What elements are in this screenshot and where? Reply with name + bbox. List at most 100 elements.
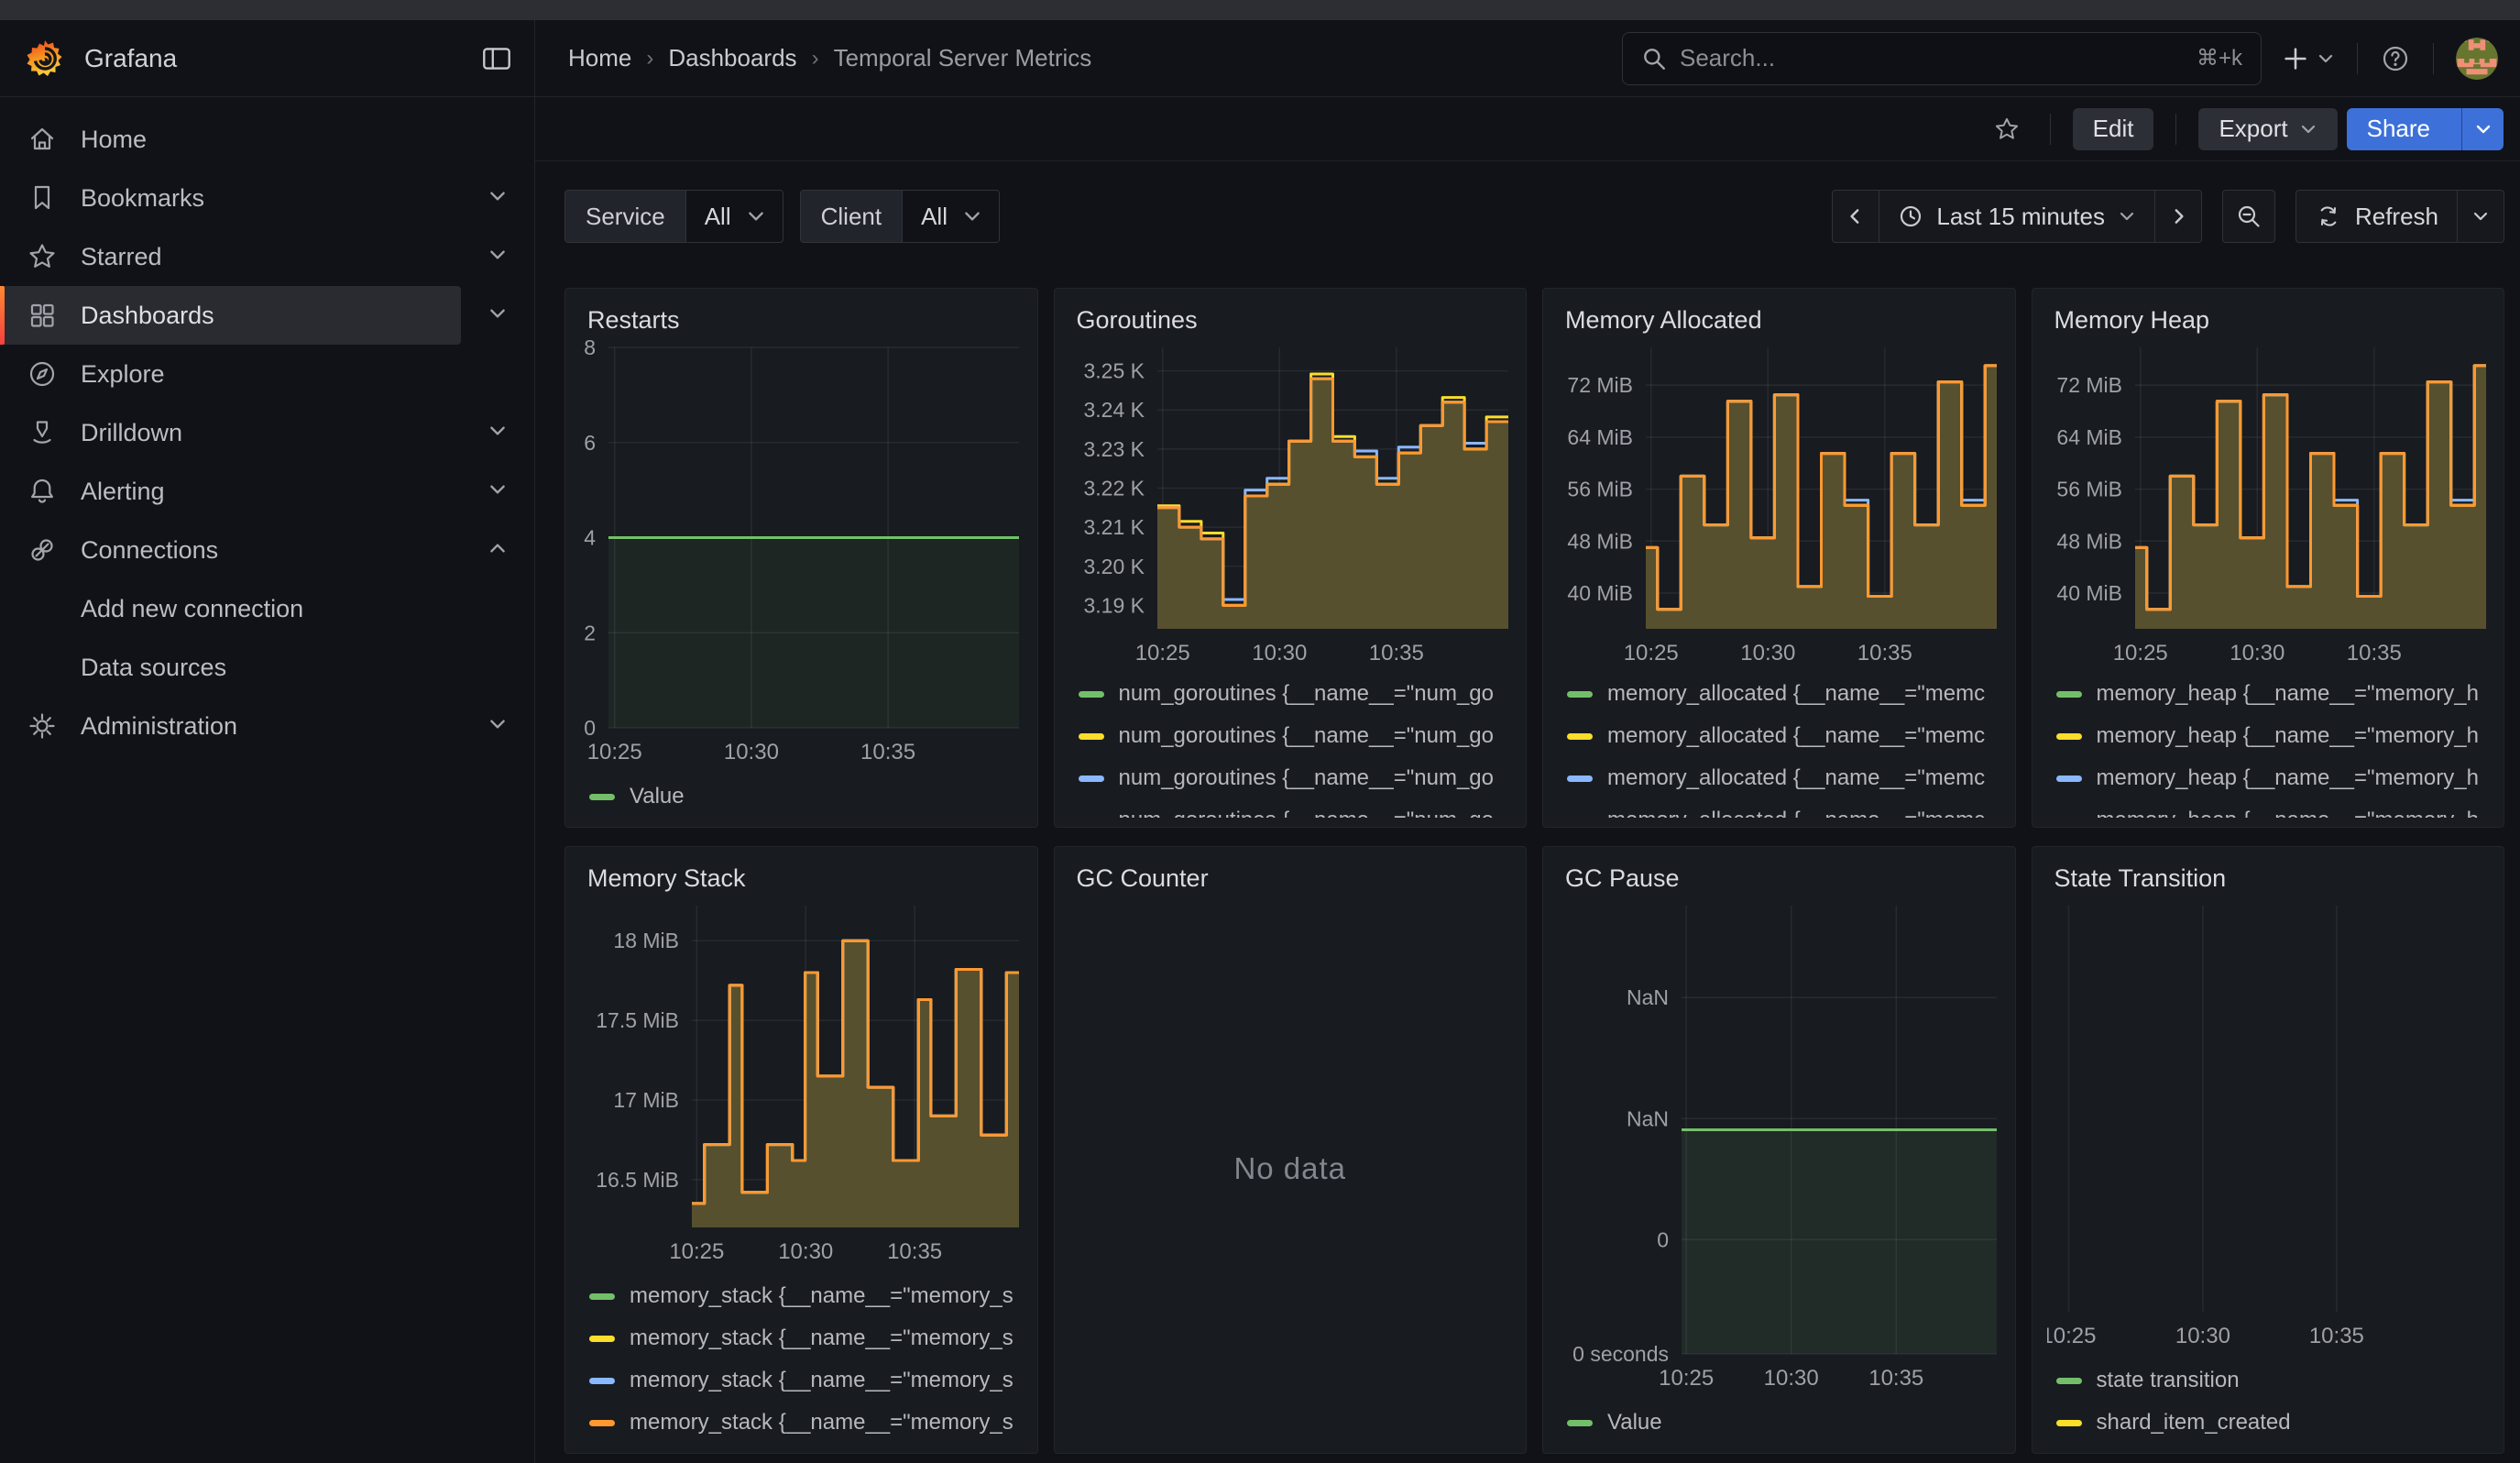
chart-goroutines[interactable]: 3.25 K 3.24 K 3.23 K 3.22 K 3.21 K 3.20 K 3.19… (1069, 340, 1512, 671)
avatar[interactable] (2456, 37, 2498, 80)
zoom-out-icon[interactable] (2221, 190, 2275, 243)
search-input[interactable] (1680, 44, 2197, 72)
star-dashboard-button[interactable] (1986, 108, 2028, 150)
legend-item[interactable]: memory_stack {__name__="memory_s (589, 1275, 1017, 1317)
sidebar-item-explore[interactable]: Explore (0, 345, 534, 403)
svg-text:0: 0 (1657, 1227, 1669, 1251)
legend-swatch (1078, 775, 1104, 782)
legend-item[interactable]: Value (1567, 1402, 1995, 1444)
sidebar-item-add-new-connection[interactable]: Add new connection (81, 594, 304, 622)
chevron-up-icon[interactable] (488, 538, 508, 563)
chevron-down-icon[interactable] (488, 186, 508, 211)
panel-memory-allocated: Memory Allocated 72 MiB 64 MiB 56 MiB 48 Mi… (1542, 288, 2016, 828)
chevron-down-icon[interactable] (488, 479, 508, 504)
legend-item[interactable]: state transition (2055, 1359, 2484, 1402)
chart-memory-allocated[interactable]: 72 MiB 64 MiB 56 MiB 48 MiB 40 MiB 10:25 10:30… (1558, 340, 2000, 671)
svg-text:10:30: 10:30 (1252, 641, 1307, 666)
star-icon (26, 240, 59, 273)
legend-item[interactable]: num_goroutines {__name__="num_go (1078, 757, 1507, 799)
time-range-picker[interactable]: Last 15 minutes (1879, 190, 2155, 243)
legend-item[interactable]: memory_allocated {__name__="memc (1567, 673, 1995, 715)
svg-text:72 MiB: 72 MiB (1567, 373, 1633, 397)
legend-item[interactable]: memory_heap {__name__="memory_h (2055, 715, 2484, 757)
panel-title[interactable]: Restarts (587, 305, 680, 334)
no-data-text: No data (1233, 1150, 1347, 1185)
legend-item[interactable]: memory_allocated {__name__="memc (1567, 757, 1995, 799)
chart-gc-pause[interactable]: NaN NaN 0 0 seconds 10:25 10:30 10:35 (1558, 898, 2000, 1396)
panel-memory-heap: Memory Heap 72 MiB 64 MiB 56 MiB 48 MiB 40 M… (2031, 288, 2504, 828)
chart-svg: 18 MiB 17.5 MiB 17 MiB 16.5 MiB 10:25 10:30 10… (596, 906, 1019, 1264)
search-box[interactable]: ⌘+k (1622, 31, 2262, 85)
svg-text:64 MiB: 64 MiB (2056, 425, 2122, 449)
sidebar-item-starred[interactable]: Starred (0, 227, 534, 286)
legend-item[interactable]: memory_allocated {__name__="memc (1567, 715, 1995, 757)
chart-memory-heap[interactable]: 72 MiB 64 MiB 56 MiB 48 MiB 40 MiB 10:25 10:30… (2047, 340, 2490, 671)
legend-item[interactable]: shard_item_created (2055, 1402, 2484, 1444)
svg-text:10:25: 10:25 (1134, 641, 1189, 666)
panel-title[interactable]: State Transition (2054, 864, 2227, 892)
add-new-button[interactable] (2282, 45, 2335, 72)
service-filter-label: Service (565, 191, 686, 242)
sidebar-item-data-sources[interactable]: Data sources (81, 653, 227, 681)
breadcrumb-dashboards[interactable]: Dashboards (668, 44, 797, 72)
panel-title[interactable]: GC Pause (1565, 864, 1680, 892)
legend-item[interactable]: memory_heap {__name__="memory_h (2055, 673, 2484, 715)
share-dropdown-caret[interactable] (2461, 107, 2504, 150)
panel-title[interactable]: Goroutines (1076, 305, 1198, 334)
legend-item[interactable]: num_goroutines {__name__="num_go (1078, 673, 1507, 715)
sidebar-item-drilldown[interactable]: Drilldown (0, 403, 534, 462)
legend-label: num_goroutines {__name__="num_go (1118, 723, 1495, 748)
legend-item[interactable]: memory_heap {__name__="memory_h (2055, 757, 2484, 799)
legend-item[interactable]: Value (589, 776, 1017, 818)
legend-swatch (2055, 1419, 2082, 1426)
dashboards-grid-icon (26, 299, 59, 332)
refresh-interval-caret[interactable] (2457, 190, 2504, 243)
legend-item[interactable]: memory_stack {__name__="memory_s (589, 1402, 1017, 1444)
sidebar-item-alerting[interactable]: Alerting (0, 462, 534, 521)
legend-item[interactable]: memory_stack {__name__="memory_s (589, 1317, 1017, 1359)
svg-text:0: 0 (584, 716, 596, 740)
legend-item[interactable]: memory_stack {__name__="memory_s (589, 1359, 1017, 1402)
sidebar-item-bookmarks[interactable]: Bookmarks (0, 169, 534, 227)
sidebar-toggle-icon[interactable] (479, 41, 514, 76)
help-icon[interactable] (2380, 43, 2411, 74)
panel-title[interactable]: Memory Allocated (1565, 305, 1762, 334)
chart-memory-stack[interactable]: 18 MiB 17.5 MiB 17 MiB 16.5 MiB 10:25 10:30 10… (580, 898, 1023, 1270)
breadcrumb-home[interactable]: Home (568, 44, 632, 72)
chevron-down-icon[interactable] (488, 245, 508, 270)
chevron-down-icon (2118, 207, 2136, 226)
legend-item[interactable]: num_goroutines {__name__="num_go (1078, 715, 1507, 757)
sidebar-item-connections[interactable]: Connections (0, 521, 534, 579)
time-back-button[interactable] (1832, 190, 1880, 243)
panel-title[interactable]: Memory Heap (2054, 305, 2210, 334)
legend-item[interactable]: memory_allocated {__name__="memc (1567, 799, 1995, 818)
legend-swatch (1567, 732, 1593, 740)
service-filter[interactable]: Service All (564, 190, 783, 243)
chevron-down-icon[interactable] (488, 421, 508, 446)
chart-state-transition[interactable]: 10:25 10:30 10:35 (2047, 898, 2490, 1354)
legend-item[interactable]: num_goroutines {__name__="num_go (1078, 799, 1507, 818)
svg-text:64 MiB: 64 MiB (1567, 425, 1633, 449)
panel-title[interactable]: GC Counter (1076, 864, 1209, 892)
time-forward-button[interactable] (2153, 190, 2202, 243)
chart-gc-counter[interactable]: No data (1069, 898, 1512, 1438)
client-filter[interactable]: Client All (799, 190, 1000, 243)
legend-label: memory_heap {__name__="memory_h (2096, 765, 2479, 790)
svg-text:10:35: 10:35 (1368, 641, 1423, 666)
sidebar-item-administration[interactable]: Administration (0, 697, 534, 755)
refresh-button[interactable]: Refresh (2295, 190, 2458, 243)
legend-label: memory_heap {__name__="memory_h (2097, 808, 2479, 818)
sidebar-item-home[interactable]: Home (0, 110, 534, 169)
edit-button[interactable]: Edit (2072, 107, 2154, 150)
sidebar-item-dashboards[interactable]: Dashboards (0, 286, 534, 345)
share-button[interactable]: Share (2346, 107, 2504, 150)
svg-text:2: 2 (584, 621, 596, 644)
chart-restarts[interactable]: 8 6 4 2 0 10:25 10:30 10:35 (580, 340, 1023, 770)
panel-title[interactable]: Memory Stack (587, 864, 746, 892)
svg-text:17 MiB: 17 MiB (613, 1088, 679, 1112)
export-button[interactable]: Export (2198, 107, 2338, 150)
chevron-down-icon[interactable] (488, 303, 508, 328)
chevron-down-icon[interactable] (488, 714, 508, 739)
legend-item[interactable]: memory_heap {__name__="memory_h (2055, 799, 2484, 818)
